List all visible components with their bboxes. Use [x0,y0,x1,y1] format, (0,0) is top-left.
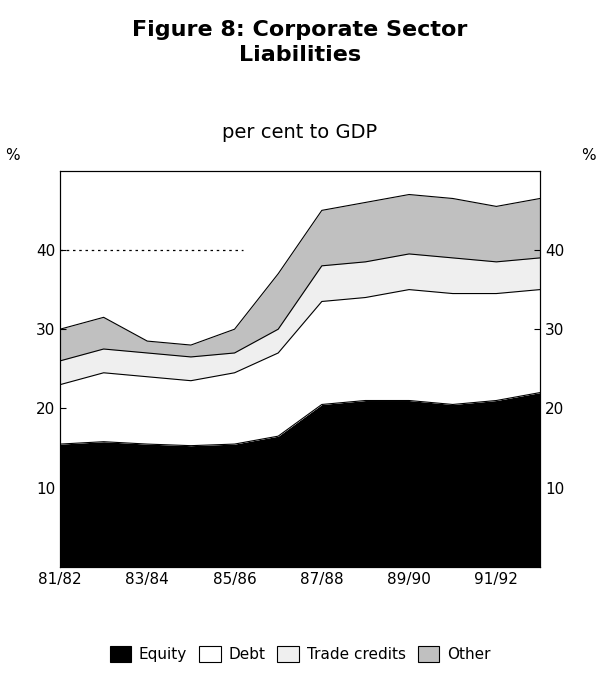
Text: %: % [581,148,595,163]
Legend: Equity, Debt, Trade credits, Other: Equity, Debt, Trade credits, Other [104,641,496,669]
Text: per cent to GDP: per cent to GDP [223,123,377,142]
Text: Figure 8: Corporate Sector
Liabilities: Figure 8: Corporate Sector Liabilities [133,20,467,66]
Text: %: % [5,148,19,163]
